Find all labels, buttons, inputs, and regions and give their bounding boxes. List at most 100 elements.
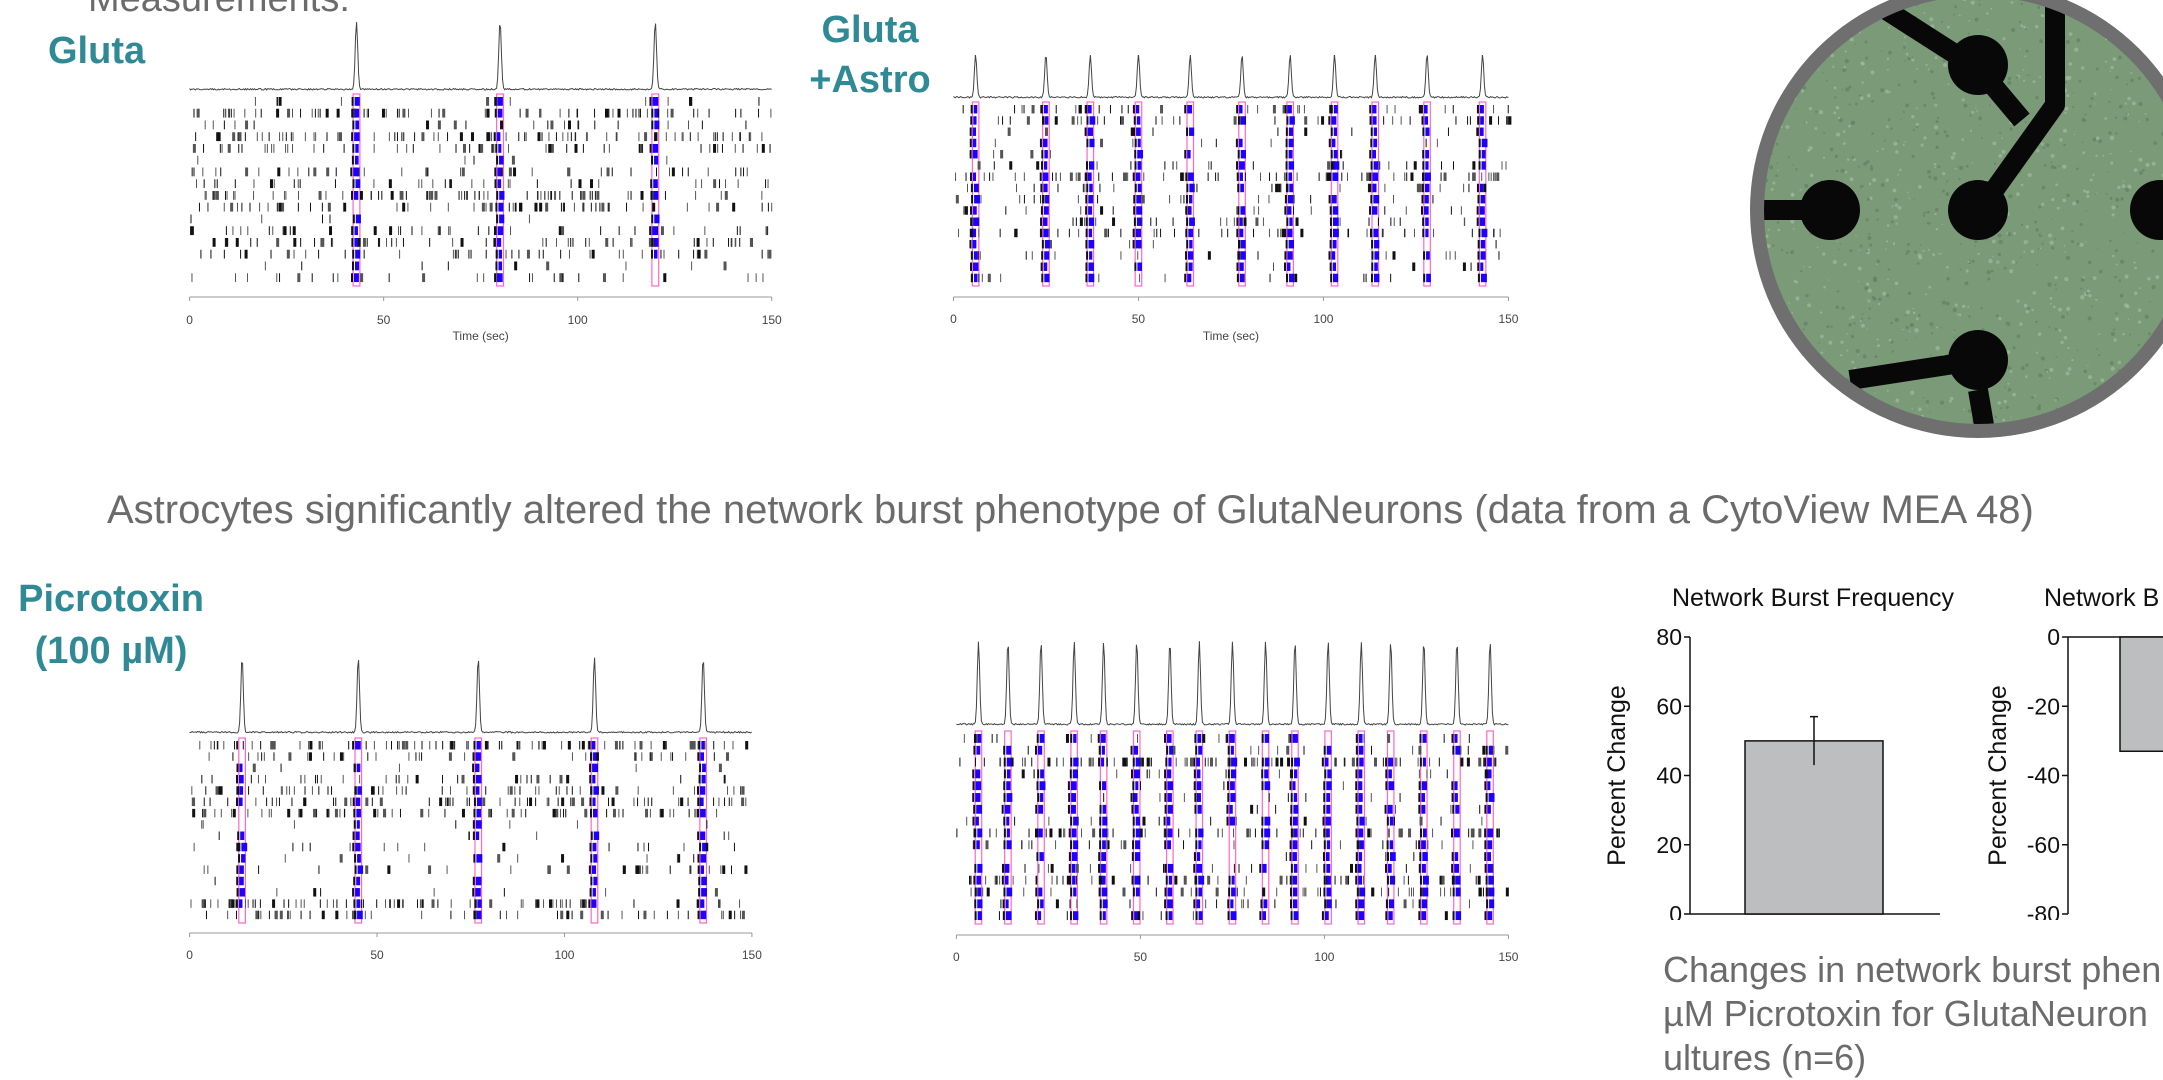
channel-row-3: [970, 139, 1488, 147]
bar-chart-network-burst-frequency: Network Burst Frequency Percent Change 0 20…: [1600, 580, 1970, 920]
label-gluta-astro-line1: Gluta: [800, 5, 940, 55]
channel-row-13: [200, 250, 771, 259]
channel-row-13: [971, 888, 1509, 897]
label-gluta: Gluta: [48, 30, 145, 73]
raster-plot-picrotoxin-gluta: 0 50 100 150: [150, 620, 790, 1053]
y-tick-label-4: 80: [1656, 624, 1682, 650]
channel-row-12: [215, 877, 707, 885]
channel-row-4: [193, 144, 771, 153]
x-tick-label-2: 100: [554, 948, 574, 962]
channel-row-9: [963, 206, 1484, 214]
activity-trace: [190, 658, 752, 733]
channel-row-12: [213, 238, 753, 247]
channel-row-6: [192, 809, 717, 817]
caption-bottom-line2: µM Picrotoxin for GlutaNeuron: [1663, 992, 2161, 1036]
channel-row-4: [970, 150, 1486, 158]
activity-trace: [953, 55, 1508, 98]
channel-row-6: [192, 168, 748, 177]
channel-row-2: [205, 121, 747, 130]
y-tick-label-3: -60: [2027, 832, 2060, 858]
channel-row-5: [197, 156, 667, 165]
x-tick-label-1: 50: [1132, 312, 1146, 326]
channel-row-15: [191, 273, 763, 282]
channel-row-7: [967, 184, 1486, 192]
y-tick-label-2: -40: [2027, 763, 2060, 789]
channel-row-8: [205, 191, 763, 200]
channel-row-12: [969, 240, 1496, 248]
x-tick-label-1: 50: [1134, 950, 1148, 964]
channel-row-13: [237, 888, 718, 896]
electrode-2: [1948, 180, 2008, 240]
y-tick-label-1: 20: [1656, 832, 1682, 858]
channel-row-4: [191, 786, 744, 794]
channel-row-7: [196, 179, 769, 188]
channel-row-5: [978, 161, 1507, 169]
channel-row-2: [959, 758, 1496, 767]
bar-chart-title: Network B: [2044, 584, 2159, 612]
y-axis-label: Percent Change: [1984, 685, 2012, 866]
caption-top: Astrocytes significantly altered the net…: [107, 488, 2034, 533]
channel-row-7: [201, 820, 707, 828]
bar-0: [2120, 637, 2163, 751]
x-tick-label-0: 0: [950, 312, 957, 326]
channel-row-12: [969, 876, 1494, 885]
x-tick-label-2: 100: [1314, 950, 1334, 964]
y-tick-label-2: 40: [1656, 763, 1682, 789]
activity-trace: [956, 641, 1508, 725]
y-tick-label-0: 0: [1669, 901, 1682, 920]
y-tick-label-3: 60: [1656, 693, 1682, 719]
channel-row-11: [958, 229, 1501, 237]
electrode-4: [1948, 330, 2008, 390]
y-axis-label: Percent Change: [1603, 685, 1631, 866]
channel-row-14: [970, 263, 1483, 271]
channel-row-8: [956, 195, 1485, 203]
channel-row-6: [973, 805, 1491, 814]
channel-row-2: [970, 128, 1484, 136]
channel-row-14: [974, 899, 1494, 908]
caption-bottom-line1: Changes in network burst phen: [1663, 948, 2161, 992]
channel-row-11: [190, 226, 768, 235]
channel-row-5: [972, 793, 1494, 802]
channel-row-11: [974, 864, 1493, 873]
channel-row-7: [966, 817, 1482, 826]
channel-row-15: [971, 274, 1487, 282]
channel-row-3: [195, 132, 762, 141]
activity-trace: [190, 22, 772, 90]
bar-chart-network-b: Network B Percent Change 0 -20 -40 -60 -80: [1980, 580, 2163, 920]
x-tick-label-0: 0: [186, 948, 193, 962]
y-tick-label-1: -20: [2027, 693, 2060, 719]
channel-row-0: [255, 97, 760, 106]
channel-row-8: [219, 832, 730, 840]
channel-row-3: [972, 769, 1491, 778]
label-picrotoxin-line1: Picrotoxin: [0, 573, 222, 625]
y-tick-label-4: -80: [2027, 901, 2060, 920]
bar-0: [1745, 741, 1883, 914]
channel-row-15: [206, 911, 745, 919]
electrode-0: [1948, 35, 2008, 95]
channel-row-4: [973, 781, 1491, 790]
channel-row-15: [975, 911, 1493, 920]
channel-row-10: [970, 218, 1485, 226]
channel-row-14: [265, 262, 727, 271]
channel-row-6: [955, 173, 1499, 181]
caption-bottom-line3: ultures (n=6): [1663, 1036, 2161, 1080]
x-tick-label-3: 150: [762, 313, 782, 327]
x-tick-label-2: 100: [568, 313, 588, 327]
x-tick-label-3: 150: [742, 948, 762, 962]
x-tick-label-0: 0: [953, 950, 960, 964]
channel-row-10: [190, 215, 659, 224]
channel-row-1: [193, 109, 771, 118]
channel-row-9: [199, 203, 772, 212]
channel-row-14: [190, 899, 740, 907]
x-tick-label-3: 150: [1498, 312, 1518, 326]
channel-row-9: [973, 840, 1492, 849]
bar-chart-title: Network Burst Frequency: [1672, 584, 1955, 612]
caption-bottom: Changes in network burst phen µM Picroto…: [1663, 948, 2161, 1080]
x-tick-label-0: 0: [186, 313, 193, 327]
x-tick-label-1: 50: [370, 948, 384, 962]
y-tick-label-0: 0: [2047, 624, 2060, 650]
channel-row-5: [192, 798, 746, 806]
x-tick-label-2: 100: [1313, 312, 1333, 326]
